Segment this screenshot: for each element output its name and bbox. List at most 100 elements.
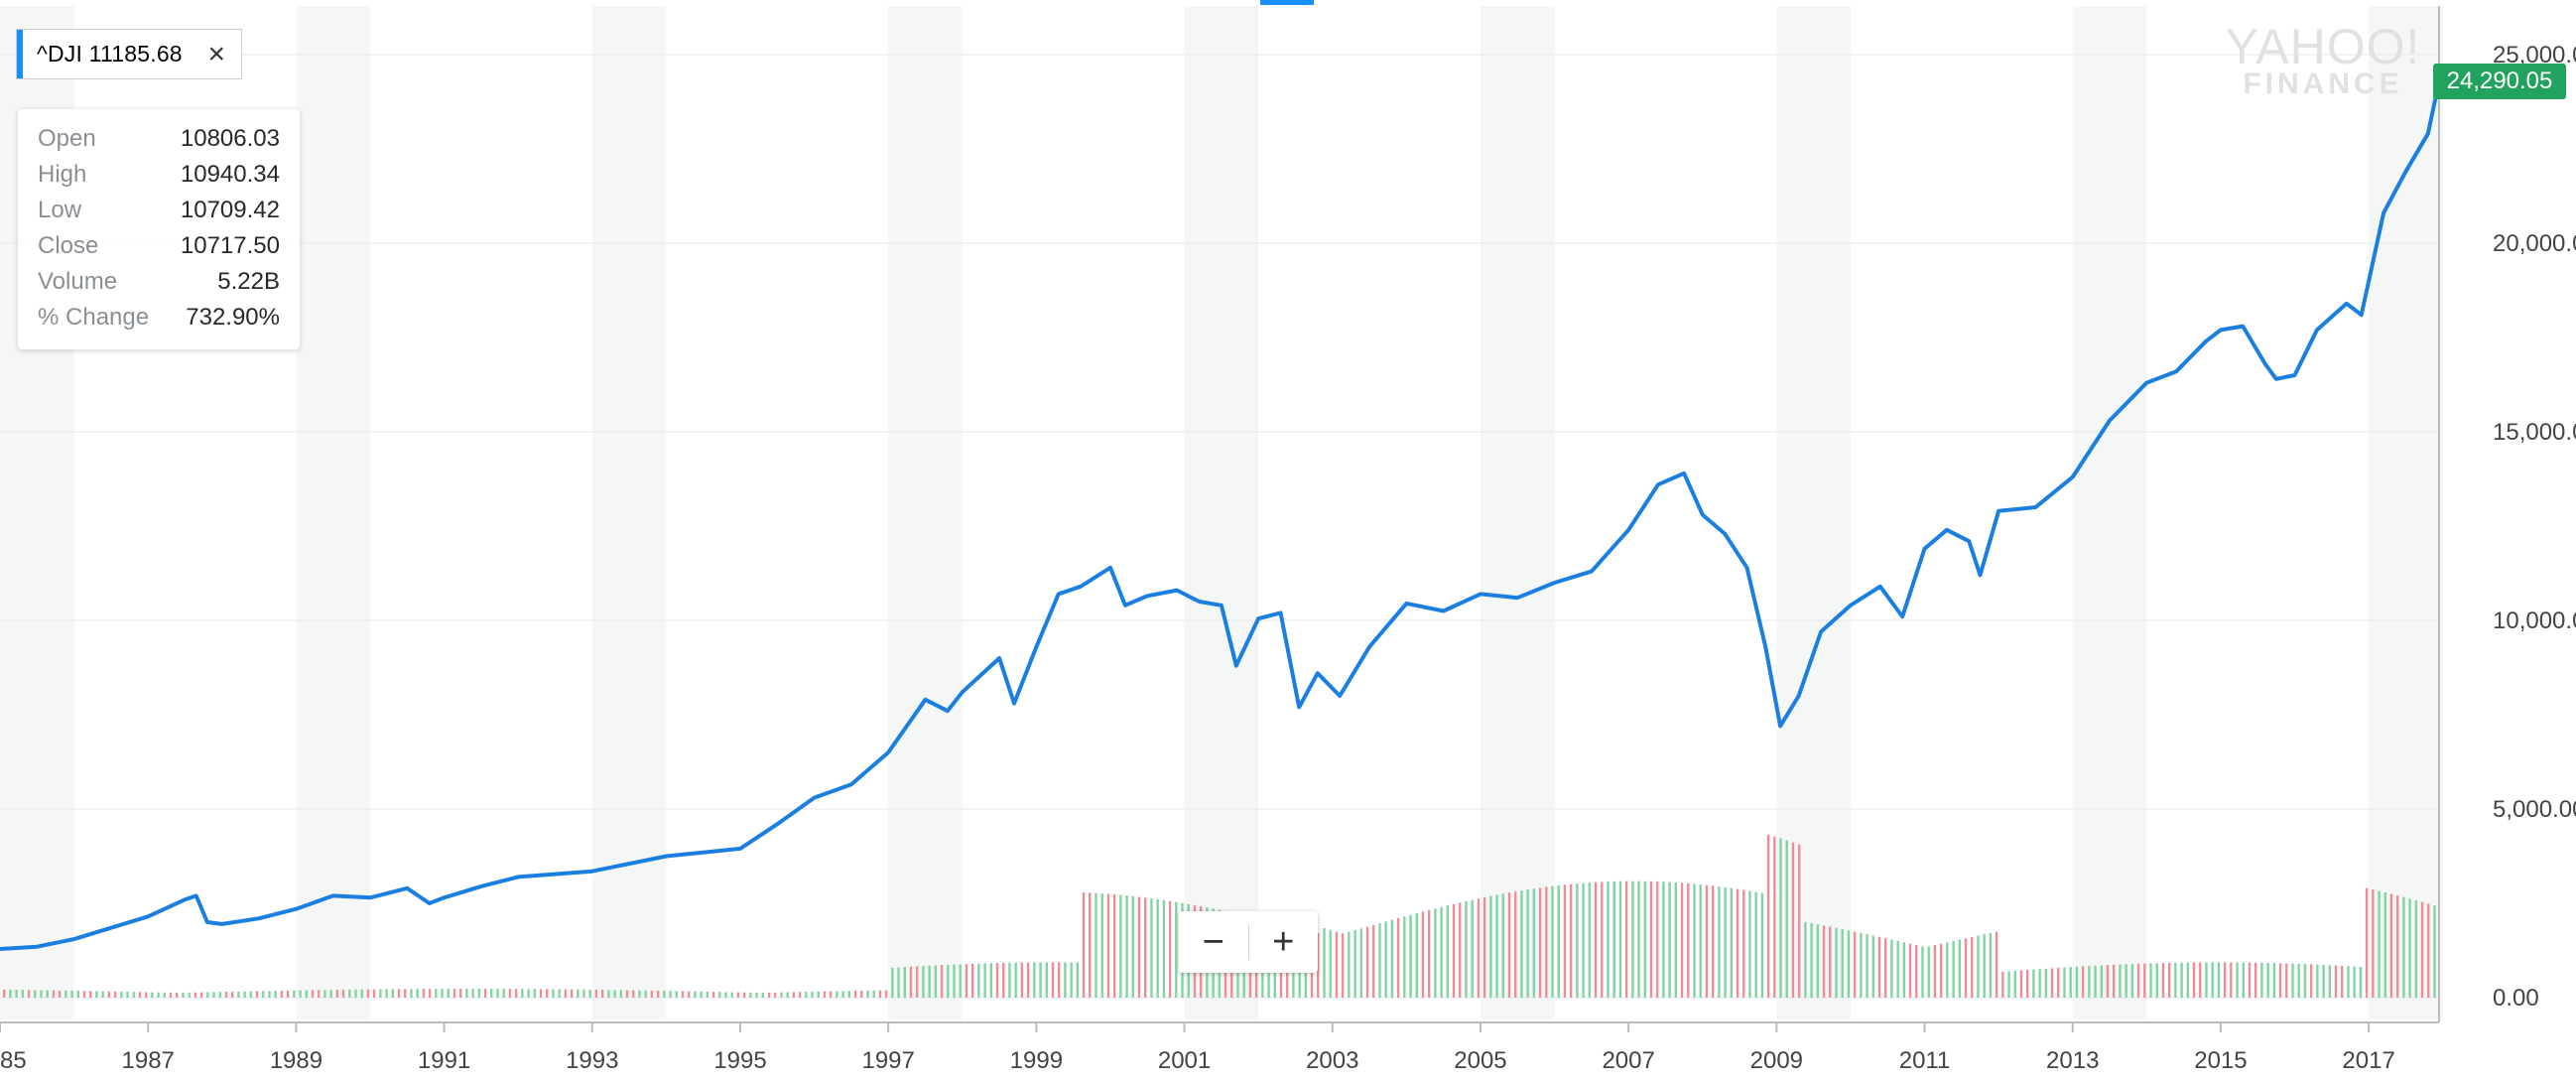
volume-bar: [632, 990, 635, 998]
logo-line1: YAHOO!: [2225, 19, 2421, 74]
volume-bar: [2328, 965, 2332, 998]
volume-bar: [2186, 962, 2190, 998]
volume-bar: [1095, 892, 1097, 998]
volume-bar: [970, 963, 974, 998]
ohlc-label: High: [38, 161, 87, 188]
volume-bar: [805, 992, 808, 998]
volume-bar: [724, 992, 727, 998]
volume-bar: [2248, 962, 2252, 998]
volume-bar: [163, 992, 167, 998]
volume-bar: [1754, 891, 1757, 998]
volume-bar: [391, 989, 395, 998]
volume-bar: [916, 966, 919, 998]
volume-bar: [1810, 923, 1813, 998]
volume-bar: [792, 992, 796, 998]
volume-bar: [1668, 881, 1671, 998]
volume-bar: [46, 990, 49, 998]
volume-bar: [82, 991, 86, 998]
series-color-bar: [17, 30, 23, 78]
symbol-badge[interactable]: ^DJI 11185.68 ×: [16, 29, 242, 79]
volume-bar: [2341, 965, 2344, 998]
volume-bar: [749, 992, 752, 998]
volume-bar: [2205, 962, 2208, 998]
volume-bar: [2167, 962, 2171, 998]
ohlc-value: 10806.03: [180, 125, 280, 152]
volume-bar: [644, 990, 647, 998]
volume-bar: [224, 992, 228, 998]
volume-bar: [922, 966, 925, 998]
volume-bar: [965, 964, 968, 998]
volume-bar: [983, 963, 986, 998]
volume-bar: [1705, 884, 1709, 998]
volume-bar: [89, 991, 92, 998]
x-tick-label: 2017: [2342, 1047, 2394, 1074]
volume-bar: [1964, 938, 1968, 998]
volume-bar: [2032, 969, 2035, 998]
y-tick-label: 20,000.00: [2493, 230, 2576, 257]
volume-bar: [2347, 966, 2350, 998]
volume-bar: [2278, 963, 2282, 998]
volume-bar: [1403, 916, 1406, 998]
volume-bar: [940, 965, 944, 998]
volume-bar: [1396, 917, 1400, 998]
volume-bar: [774, 992, 777, 998]
y-tick-label: 0.00: [2493, 985, 2539, 1012]
volume-bar: [706, 991, 709, 998]
volume-bar: [1588, 882, 1592, 998]
zoom-in-button[interactable]: +: [1272, 921, 1295, 963]
volume-bar: [1736, 888, 1739, 998]
volume-bar: [2414, 900, 2418, 998]
volume-bar: [1637, 880, 1640, 998]
volume-bar: [1607, 881, 1610, 998]
volume-bar: [736, 992, 740, 998]
zoom-out-button[interactable]: −: [1202, 921, 1224, 963]
x-tick-label: 2013: [2046, 1047, 2099, 1074]
volume-bar: [151, 992, 154, 998]
volume-bar: [2192, 962, 2196, 998]
volume-bar: [688, 991, 691, 998]
volume-bar: [70, 990, 73, 998]
volume-bar: [1033, 962, 1036, 998]
volume-bar: [40, 990, 43, 998]
volume-bar: [1674, 881, 1678, 998]
volume-bar: [354, 989, 357, 998]
volume-bar: [1323, 928, 1326, 998]
volume-bar: [995, 963, 999, 998]
volume-bar: [144, 992, 148, 998]
volume-bar: [669, 991, 672, 998]
volume-bar: [193, 992, 197, 998]
volume-bar: [1459, 902, 1462, 998]
volume-bar: [1884, 938, 1887, 998]
volume-bar: [1773, 836, 1776, 998]
volume-bar: [711, 992, 715, 998]
volume-bar: [410, 989, 413, 998]
volume-bar: [928, 965, 931, 998]
volume-bar: [1064, 962, 1067, 998]
volume-bar: [533, 989, 537, 998]
volume-bar: [2322, 964, 2325, 998]
close-icon[interactable]: ×: [207, 37, 225, 70]
volume-bar: [2013, 971, 2016, 998]
volume-bar: [435, 989, 438, 998]
volume-bar: [379, 989, 382, 998]
volume-bar: [1526, 889, 1529, 998]
volume-bar: [58, 990, 62, 998]
volume-bar: [909, 966, 913, 998]
volume-bar: [1002, 962, 1005, 998]
volume-bar: [2143, 963, 2146, 998]
volume-bar: [404, 989, 407, 998]
volume-bar: [1020, 962, 1024, 998]
volume-bar: [2260, 962, 2263, 998]
volume-bar: [1162, 899, 1166, 998]
volume-bar: [1816, 924, 1820, 998]
volume-bar: [2174, 962, 2177, 998]
volume-bar: [761, 993, 765, 998]
volume-bar: [1742, 889, 1745, 998]
y-tick-label: 10,000.00: [2493, 608, 2576, 634]
volume-bar: [1699, 883, 1702, 998]
volume-bar: [21, 990, 25, 998]
volume-bar: [527, 989, 530, 998]
volume-bar: [1902, 942, 1906, 998]
volume-bar: [878, 990, 882, 998]
